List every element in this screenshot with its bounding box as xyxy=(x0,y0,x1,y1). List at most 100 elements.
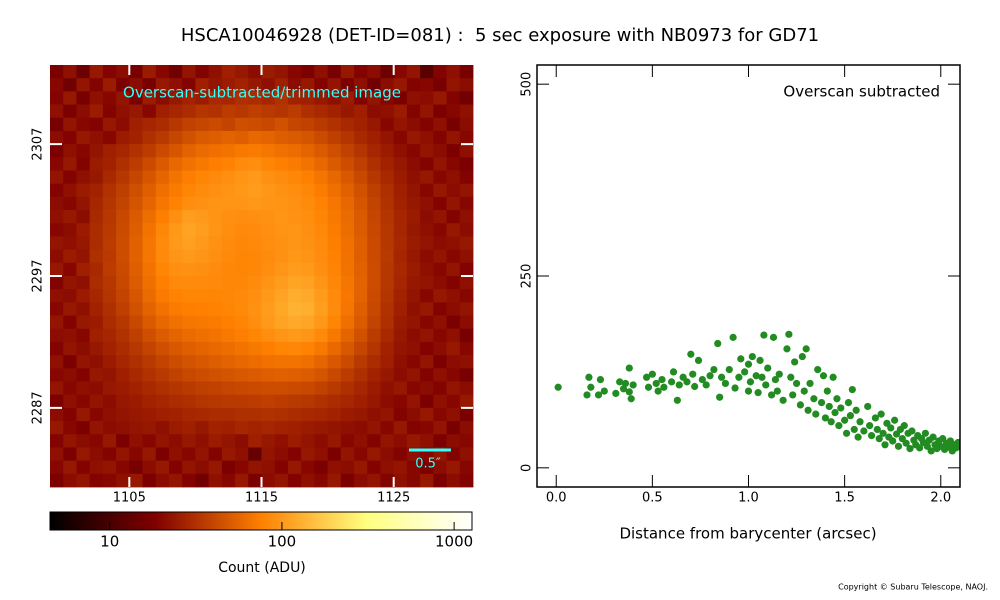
pixel xyxy=(380,276,395,290)
pixel xyxy=(248,302,262,316)
pixel xyxy=(63,315,77,330)
pixel xyxy=(274,473,289,488)
pixel xyxy=(182,447,196,462)
pixel xyxy=(168,91,183,105)
pixel xyxy=(393,196,408,211)
point xyxy=(717,373,726,381)
pixel xyxy=(129,315,143,330)
pixel xyxy=(367,91,381,105)
pixel xyxy=(287,315,302,330)
pixel xyxy=(208,65,223,79)
pixel xyxy=(406,157,421,171)
pixel xyxy=(50,355,64,369)
pixel xyxy=(314,144,328,158)
pixel xyxy=(354,421,368,435)
point xyxy=(856,418,864,426)
point xyxy=(689,370,697,378)
pixel xyxy=(367,381,381,396)
pixel xyxy=(274,355,289,369)
pixel xyxy=(327,65,342,79)
pixel xyxy=(142,78,157,92)
pixel xyxy=(287,262,302,277)
pixel xyxy=(235,447,249,462)
pixel xyxy=(102,262,117,277)
point xyxy=(746,378,755,386)
pixel xyxy=(327,421,342,435)
pixel xyxy=(314,236,328,251)
pixel xyxy=(155,157,170,171)
pixel xyxy=(89,447,104,462)
pixel xyxy=(50,421,64,435)
point xyxy=(846,412,855,420)
pixel xyxy=(393,262,408,277)
pixel xyxy=(433,130,447,145)
point xyxy=(894,442,903,450)
pixel xyxy=(195,196,210,211)
pixel xyxy=(182,276,196,290)
pixel xyxy=(208,78,223,92)
pixel xyxy=(168,407,183,422)
pixel xyxy=(50,78,64,92)
point xyxy=(714,339,722,348)
pixel xyxy=(446,196,461,211)
point xyxy=(767,391,776,399)
pixel xyxy=(208,315,223,330)
pixel xyxy=(274,196,289,211)
pixel xyxy=(208,157,223,171)
pixel xyxy=(168,223,183,237)
pixel xyxy=(208,117,223,132)
pixel xyxy=(50,315,64,330)
point xyxy=(725,366,733,374)
pixel xyxy=(406,434,421,448)
pixel xyxy=(221,130,236,145)
pixel xyxy=(182,249,196,264)
pixel xyxy=(340,421,355,435)
point xyxy=(804,406,812,414)
pixel xyxy=(63,302,77,316)
pixel xyxy=(287,394,302,409)
pixel xyxy=(182,65,196,79)
pixel xyxy=(301,289,315,303)
pixel xyxy=(393,170,408,185)
pixel xyxy=(63,407,77,422)
pixel xyxy=(76,249,91,264)
pixel xyxy=(248,144,262,158)
pixel xyxy=(367,315,381,330)
pixel xyxy=(327,276,342,290)
pixel xyxy=(142,262,157,277)
pixel xyxy=(63,460,77,475)
pixel xyxy=(406,223,421,237)
pixel xyxy=(142,394,157,409)
pixel xyxy=(327,117,342,132)
pixel xyxy=(89,381,104,396)
pixel xyxy=(420,130,434,145)
pixel xyxy=(446,315,461,330)
pixel xyxy=(380,407,395,422)
pixel xyxy=(446,434,461,448)
pixel xyxy=(195,236,210,251)
pixel xyxy=(89,355,104,369)
point xyxy=(929,433,937,441)
annotation: Overscan-subtracted/trimmed image xyxy=(123,84,401,102)
pixel xyxy=(301,104,315,119)
pixel xyxy=(261,302,276,316)
pixel xyxy=(102,434,117,448)
pixel xyxy=(406,183,421,198)
pixel xyxy=(195,460,210,475)
pixel xyxy=(63,394,77,409)
pixel xyxy=(340,196,355,211)
pixel xyxy=(340,157,355,171)
pixel xyxy=(327,104,342,119)
pixel xyxy=(235,381,249,396)
point xyxy=(687,350,695,358)
pixel xyxy=(155,223,170,237)
pixel xyxy=(393,117,408,132)
pixel xyxy=(235,473,249,488)
pixel xyxy=(129,328,143,343)
pixel xyxy=(393,236,408,251)
point xyxy=(841,416,849,424)
pixel xyxy=(433,381,447,396)
pixel xyxy=(340,223,355,237)
pixel xyxy=(102,78,117,92)
pixel xyxy=(367,144,381,158)
